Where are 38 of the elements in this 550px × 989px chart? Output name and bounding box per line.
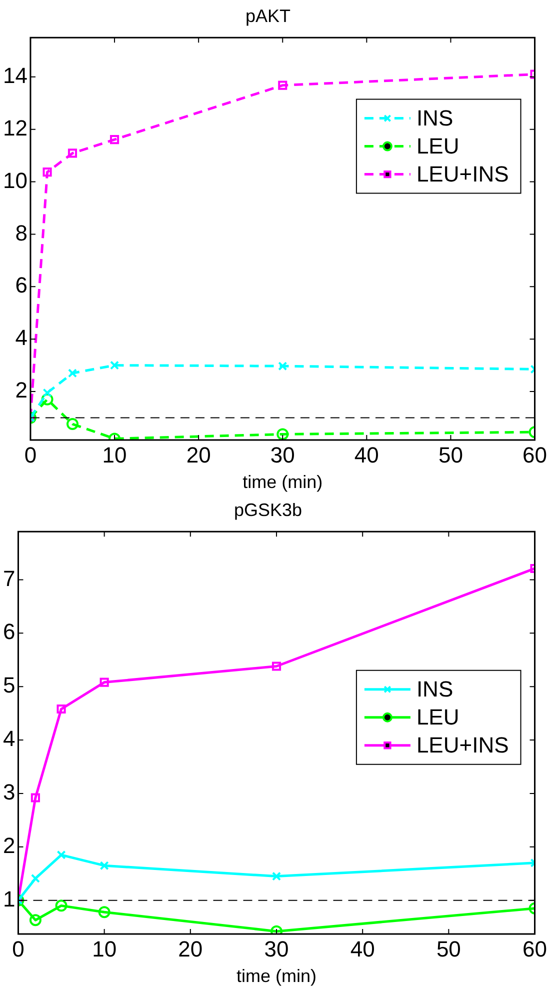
chart-title: pAKT [245, 6, 291, 26]
x-tick-label: 60 [522, 936, 548, 962]
x-tick-label: 20 [186, 442, 211, 468]
y-tick-label: 4 [2, 726, 16, 752]
x-axis-title: time (min) [242, 472, 323, 492]
x-tick-label: 60 [522, 442, 548, 468]
y-tick-label: 7 [2, 566, 16, 591]
x-tick-label: 10 [102, 442, 127, 468]
y-tick-label: 2 [2, 832, 16, 858]
y-tick-label: 12 [2, 115, 28, 140]
x-tick-label: 40 [350, 936, 375, 962]
x-tick-label: 20 [178, 936, 203, 962]
chart-title: pGSK3b [234, 500, 302, 520]
x-tick-label: 30 [270, 442, 295, 468]
x-tick-label: 50 [436, 936, 461, 962]
y-tick-label: 6 [15, 272, 28, 298]
legend-label: LEU [416, 704, 460, 730]
y-tick-label: 8 [15, 220, 28, 246]
y-tick-label: 6 [2, 619, 16, 644]
y-tick-label: 1 [2, 886, 16, 912]
legend-label: INS [416, 105, 454, 130]
legend-label: LEU+INS [416, 161, 509, 186]
x-tick-label: 10 [92, 936, 117, 962]
legend-label: LEU+INS [416, 732, 509, 758]
x-tick-label: 30 [264, 936, 289, 962]
y-tick-label: 10 [2, 168, 28, 193]
x-tick-label: 0 [12, 936, 24, 962]
y-tick-label: 2 [15, 378, 28, 403]
x-tick-label: 0 [24, 442, 37, 468]
y-tick-label: 3 [2, 780, 16, 805]
y-tick-label: 5 [2, 672, 16, 698]
x-axis-title: time (min) [236, 966, 316, 986]
x-tick-label: 40 [354, 442, 379, 468]
legend-label: INS [416, 676, 454, 702]
y-tick-label: 14 [2, 62, 28, 88]
y-tick-label: 4 [15, 325, 28, 350]
legend-label: LEU [416, 133, 460, 158]
x-tick-label: 50 [438, 442, 463, 468]
